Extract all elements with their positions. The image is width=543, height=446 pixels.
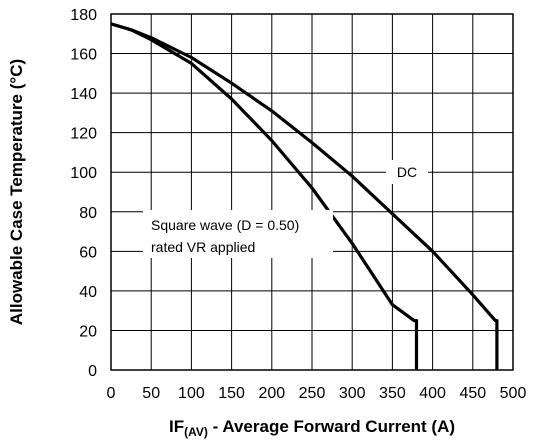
annotation-dc: DC xyxy=(386,160,428,184)
y-tick-label: 160 xyxy=(70,47,97,64)
y-tick-label: 60 xyxy=(79,244,97,261)
annotation-text: Square wave (D = 0.50) xyxy=(151,217,299,233)
y-axis-title: Allowable Case Temperature (°C) xyxy=(7,59,26,325)
x-tick-label: 100 xyxy=(178,385,205,402)
curve-labels: DC Square wave (D = 0.50) rated VR applied xyxy=(143,160,428,258)
tick-labels: 0 50 100 150 200 250 300 350 400 450 500 0 20 40 60 80 1… xyxy=(70,7,526,402)
x-tick-label: 0 xyxy=(107,385,116,402)
annotation-text: DC xyxy=(397,164,417,180)
x-axis-title: IF(AV) - Average Forward Current (A) xyxy=(169,417,455,439)
y-tick-label: 20 xyxy=(79,323,97,340)
x-tick-label: 50 xyxy=(142,385,160,402)
x-tick-label: 300 xyxy=(339,385,366,402)
y-tick-label: 100 xyxy=(70,165,97,182)
dc-curve xyxy=(110,22,499,370)
square-wave-curve xyxy=(110,22,419,370)
x-tick-label: 250 xyxy=(299,385,326,402)
y-tick-label: 0 xyxy=(88,363,97,380)
plot-frame xyxy=(110,13,514,371)
x-tick-label: 450 xyxy=(459,385,486,402)
y-tick-label: 80 xyxy=(79,205,97,222)
annotation-text: rated VR applied xyxy=(151,239,255,255)
annotation-square-wave: Square wave (D = 0.50) rated VR applied xyxy=(143,210,333,258)
annotation-background xyxy=(386,160,428,184)
curves xyxy=(110,22,499,370)
annotation-background xyxy=(143,210,333,258)
y-tick-label: 140 xyxy=(70,86,97,103)
y-tick-label: 180 xyxy=(70,7,97,24)
x-tick-label: 150 xyxy=(218,385,245,402)
y-tick-label: 120 xyxy=(70,126,97,143)
x-tick-label: 500 xyxy=(500,385,527,402)
y-tick-label: 40 xyxy=(79,284,97,301)
grid xyxy=(110,13,514,371)
x-tick-label: 200 xyxy=(258,385,285,402)
x-tick-label: 400 xyxy=(419,385,446,402)
x-tick-label: 350 xyxy=(379,385,406,402)
